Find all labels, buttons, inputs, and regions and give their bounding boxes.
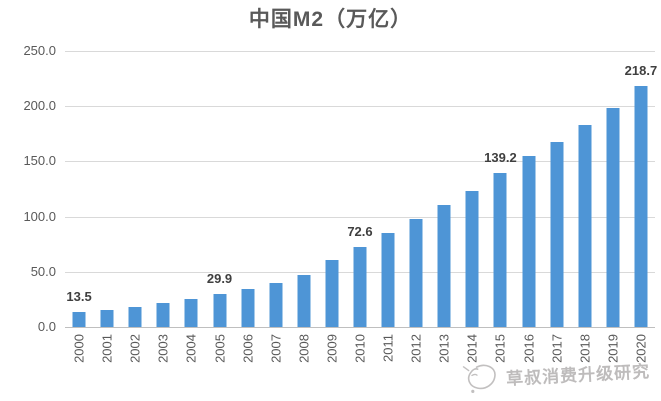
x-tick-label-2003: 2003 — [155, 334, 171, 363]
bars-container: 13.5 2000 2001 2002 2003 2004 29.9 2005 2006 2007… — [65, 51, 658, 363]
bar-2000 — [72, 312, 86, 327]
x-tick-label-2012: 2012 — [408, 334, 424, 363]
gridline — [65, 161, 655, 163]
watermark-text: 草叔消费升级研究 — [505, 361, 651, 389]
x-tick-label-2015: 2015 — [492, 334, 508, 363]
bar-2007 — [269, 282, 283, 327]
bar-2019 — [606, 107, 620, 327]
bar-slot-2001: 2001 — [93, 51, 121, 363]
bar-2018 — [578, 125, 592, 327]
bar-2004 — [184, 298, 198, 327]
bar-slot-2016: 2016 — [515, 51, 543, 363]
bar-2012 — [409, 219, 423, 327]
bar-slot-2005: 29.9 2005 — [205, 51, 233, 363]
bar-slot-2015: 139.2 2015 — [484, 51, 517, 363]
plot-area: 13.5 2000 2001 2002 2003 2004 29.9 2005 2006 2007… — [65, 51, 658, 363]
bar-2013 — [437, 204, 451, 327]
x-tick-label-2013: 2013 — [436, 334, 452, 363]
bar-slot-2007: 2007 — [262, 51, 290, 363]
bar-slot-2012: 2012 — [402, 51, 430, 363]
y-tick-label: 100.0 — [23, 208, 56, 224]
bar-slot-2019: 2019 — [599, 51, 627, 363]
x-tick-label-2008: 2008 — [296, 334, 312, 363]
x-axis-line — [65, 327, 655, 328]
x-tick-label-2007: 2007 — [268, 334, 284, 363]
bar-2001 — [100, 309, 114, 327]
data-label-2015: 139.2 — [484, 150, 517, 166]
bar-2020 — [634, 85, 648, 327]
bar-2008 — [297, 274, 311, 327]
bar-slot-2017: 2017 — [543, 51, 571, 363]
bar-slot-2020: 218.7 2020 — [624, 51, 658, 363]
bar-2005 — [213, 294, 227, 327]
x-tick-label-2001: 2001 — [99, 334, 115, 363]
bar-slot-2011: 2011 — [374, 51, 402, 362]
bar-2009 — [325, 260, 339, 327]
gridline — [65, 106, 655, 108]
y-tick-label: 50.0 — [30, 263, 56, 279]
x-tick-label-2011: 2011 — [380, 334, 396, 362]
gridline — [65, 51, 655, 52]
bar-2006 — [241, 288, 255, 327]
bar-slot-2018: 2018 — [571, 51, 599, 363]
bar-slot-2009: 2009 — [318, 51, 346, 363]
y-tick-label: 150.0 — [23, 153, 56, 169]
x-tick-label-2009: 2009 — [324, 334, 340, 363]
data-label-2000: 13.5 — [66, 289, 92, 305]
gridline — [65, 216, 655, 218]
bar-2017 — [550, 141, 564, 327]
bar-slot-2010: 72.6 2010 — [346, 51, 374, 363]
data-label-2005: 29.9 — [206, 271, 233, 286]
bar-slot-2002: 2002 — [121, 51, 149, 363]
chart-title: 中国M2（万亿） — [248, 8, 413, 31]
bar-slot-2000: 13.5 2000 — [65, 51, 93, 363]
doodle-sketch-icon — [462, 364, 496, 394]
bar-slot-2013: 2013 — [430, 51, 458, 363]
y-tick-label: 200.0 — [23, 98, 56, 114]
bar-slot-2006: 2006 — [234, 51, 262, 363]
x-tick-label-2006: 2006 — [240, 334, 256, 363]
y-tick-label: 250.0 — [23, 43, 56, 58]
bar-slot-2014: 2014 — [458, 51, 486, 363]
bar-slot-2008: 2008 — [290, 51, 318, 363]
bar-2003 — [156, 302, 170, 327]
data-label-2010: 72.6 — [347, 223, 373, 239]
x-tick-label-2014: 2014 — [464, 334, 480, 363]
x-tick-label-2004: 2004 — [183, 334, 199, 363]
watermark: 草叔消费升级研究 — [462, 353, 650, 395]
bar-2015 — [493, 173, 507, 327]
x-tick-label-2005: 2005 — [212, 334, 228, 363]
bar-2014 — [465, 191, 479, 327]
bar-2011 — [381, 232, 395, 327]
bar-slot-2004: 2004 — [177, 51, 205, 363]
bar-2010 — [353, 246, 367, 327]
y-tick-label: 0.0 — [37, 319, 56, 334]
x-tick-label-2010: 2010 — [352, 334, 368, 363]
bar-2016 — [522, 155, 536, 327]
bar-slot-2003: 2003 — [149, 51, 177, 363]
x-tick-label-2002: 2002 — [127, 334, 143, 363]
x-tick-label-2000: 2000 — [71, 334, 87, 363]
bar-2002 — [128, 306, 142, 327]
data-label-2020: 218.7 — [624, 62, 658, 78]
